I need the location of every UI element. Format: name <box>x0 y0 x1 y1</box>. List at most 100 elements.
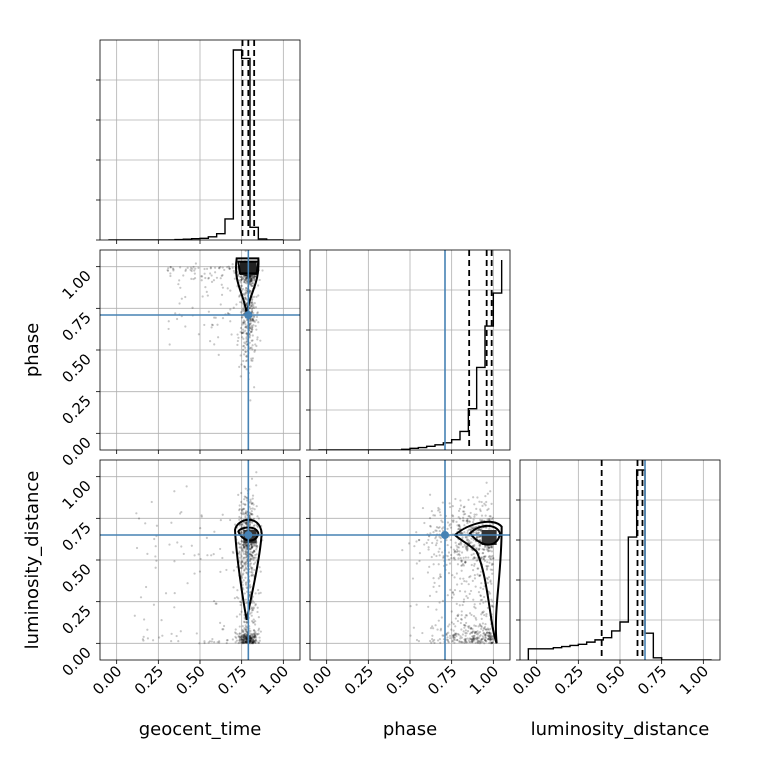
sample-point <box>467 639 471 642</box>
sample-point <box>463 638 466 641</box>
sample-point <box>248 635 252 638</box>
sample-point <box>250 359 253 362</box>
sample-point <box>429 639 432 643</box>
sample-point <box>178 302 181 305</box>
sample-point <box>470 537 473 540</box>
sample-point <box>251 317 255 320</box>
sample-point <box>465 641 468 644</box>
y-tick-label: 0.75 <box>58 518 94 554</box>
sample-point <box>208 640 212 643</box>
sample-point <box>475 531 478 535</box>
x-tick-label: 0.00 <box>509 662 545 698</box>
sample-point <box>489 638 492 641</box>
sample-point <box>487 565 490 568</box>
sample-point <box>441 634 444 637</box>
sample-point <box>243 640 246 643</box>
sample-point <box>479 535 482 538</box>
sample-point <box>479 530 483 533</box>
sample-point <box>249 591 252 594</box>
sample-point <box>446 527 449 530</box>
sample-point <box>488 557 492 560</box>
sample-point <box>423 521 426 525</box>
sample-point <box>245 544 248 547</box>
sample-point <box>251 325 254 329</box>
sample-point <box>232 551 235 555</box>
sample-point <box>245 628 248 631</box>
sample-point <box>206 554 209 557</box>
sample-point <box>460 618 463 621</box>
sample-point <box>487 517 490 521</box>
sample-point <box>460 628 463 631</box>
sample-point <box>458 640 461 644</box>
sample-point <box>484 623 487 626</box>
sample-point <box>255 484 258 487</box>
sample-point <box>491 554 494 558</box>
sample-point <box>241 565 244 568</box>
sample-point <box>226 639 229 642</box>
sample-point <box>169 266 172 269</box>
sample-point <box>490 546 493 549</box>
sample-point <box>249 552 252 556</box>
sample-point <box>491 635 494 638</box>
sample-point <box>466 531 469 534</box>
sample-point <box>465 546 468 549</box>
sample-point <box>235 596 239 599</box>
sample-point <box>239 275 242 278</box>
sample-point <box>467 556 470 559</box>
sample-point <box>250 278 253 281</box>
sample-point <box>239 517 243 520</box>
sample-point <box>487 545 490 549</box>
sample-point <box>251 339 254 342</box>
sample-point <box>489 592 492 595</box>
sample-point <box>463 626 466 629</box>
sample-point <box>253 275 256 278</box>
sample-point <box>446 638 449 642</box>
sample-point <box>154 566 157 569</box>
sample-point <box>248 275 251 278</box>
sample-point <box>462 577 465 580</box>
sample-point <box>250 641 254 644</box>
sample-point <box>465 595 468 598</box>
sample-point <box>488 591 491 594</box>
sample-point <box>483 559 486 562</box>
sample-point <box>144 522 147 525</box>
sample-point <box>243 561 246 564</box>
sample-point <box>139 596 143 599</box>
sample-point <box>486 634 489 637</box>
sample-point <box>480 613 483 616</box>
sample-point <box>249 511 252 515</box>
sample-point <box>473 637 476 640</box>
sample-point <box>250 543 253 546</box>
sample-point <box>190 544 193 547</box>
sample-point <box>473 577 477 580</box>
sample-point <box>249 280 252 283</box>
sample-point <box>249 639 252 643</box>
sample-point <box>249 629 252 633</box>
sample-point <box>251 567 254 570</box>
sample-point <box>253 386 256 389</box>
sample-point <box>255 633 259 636</box>
sample-point <box>242 636 245 639</box>
sample-point <box>228 267 231 270</box>
sample-point <box>169 272 172 275</box>
sample-point <box>472 634 476 638</box>
sample-point <box>244 329 247 332</box>
sample-point <box>254 641 257 644</box>
sample-point <box>483 555 487 558</box>
sample-point <box>250 330 253 334</box>
sample-point <box>233 523 237 526</box>
sample-point <box>434 529 437 532</box>
sample-point <box>437 509 440 512</box>
sample-point <box>241 581 244 584</box>
sample-point <box>485 640 488 643</box>
sample-point <box>210 323 214 326</box>
sample-point <box>243 641 246 645</box>
sample-point <box>240 641 243 645</box>
sample-point <box>490 502 493 505</box>
sample-point <box>441 599 445 602</box>
sample-point <box>261 269 264 272</box>
sample-point <box>437 550 440 553</box>
sample-point <box>200 275 204 278</box>
sample-point <box>249 284 252 287</box>
sample-point <box>244 556 247 559</box>
